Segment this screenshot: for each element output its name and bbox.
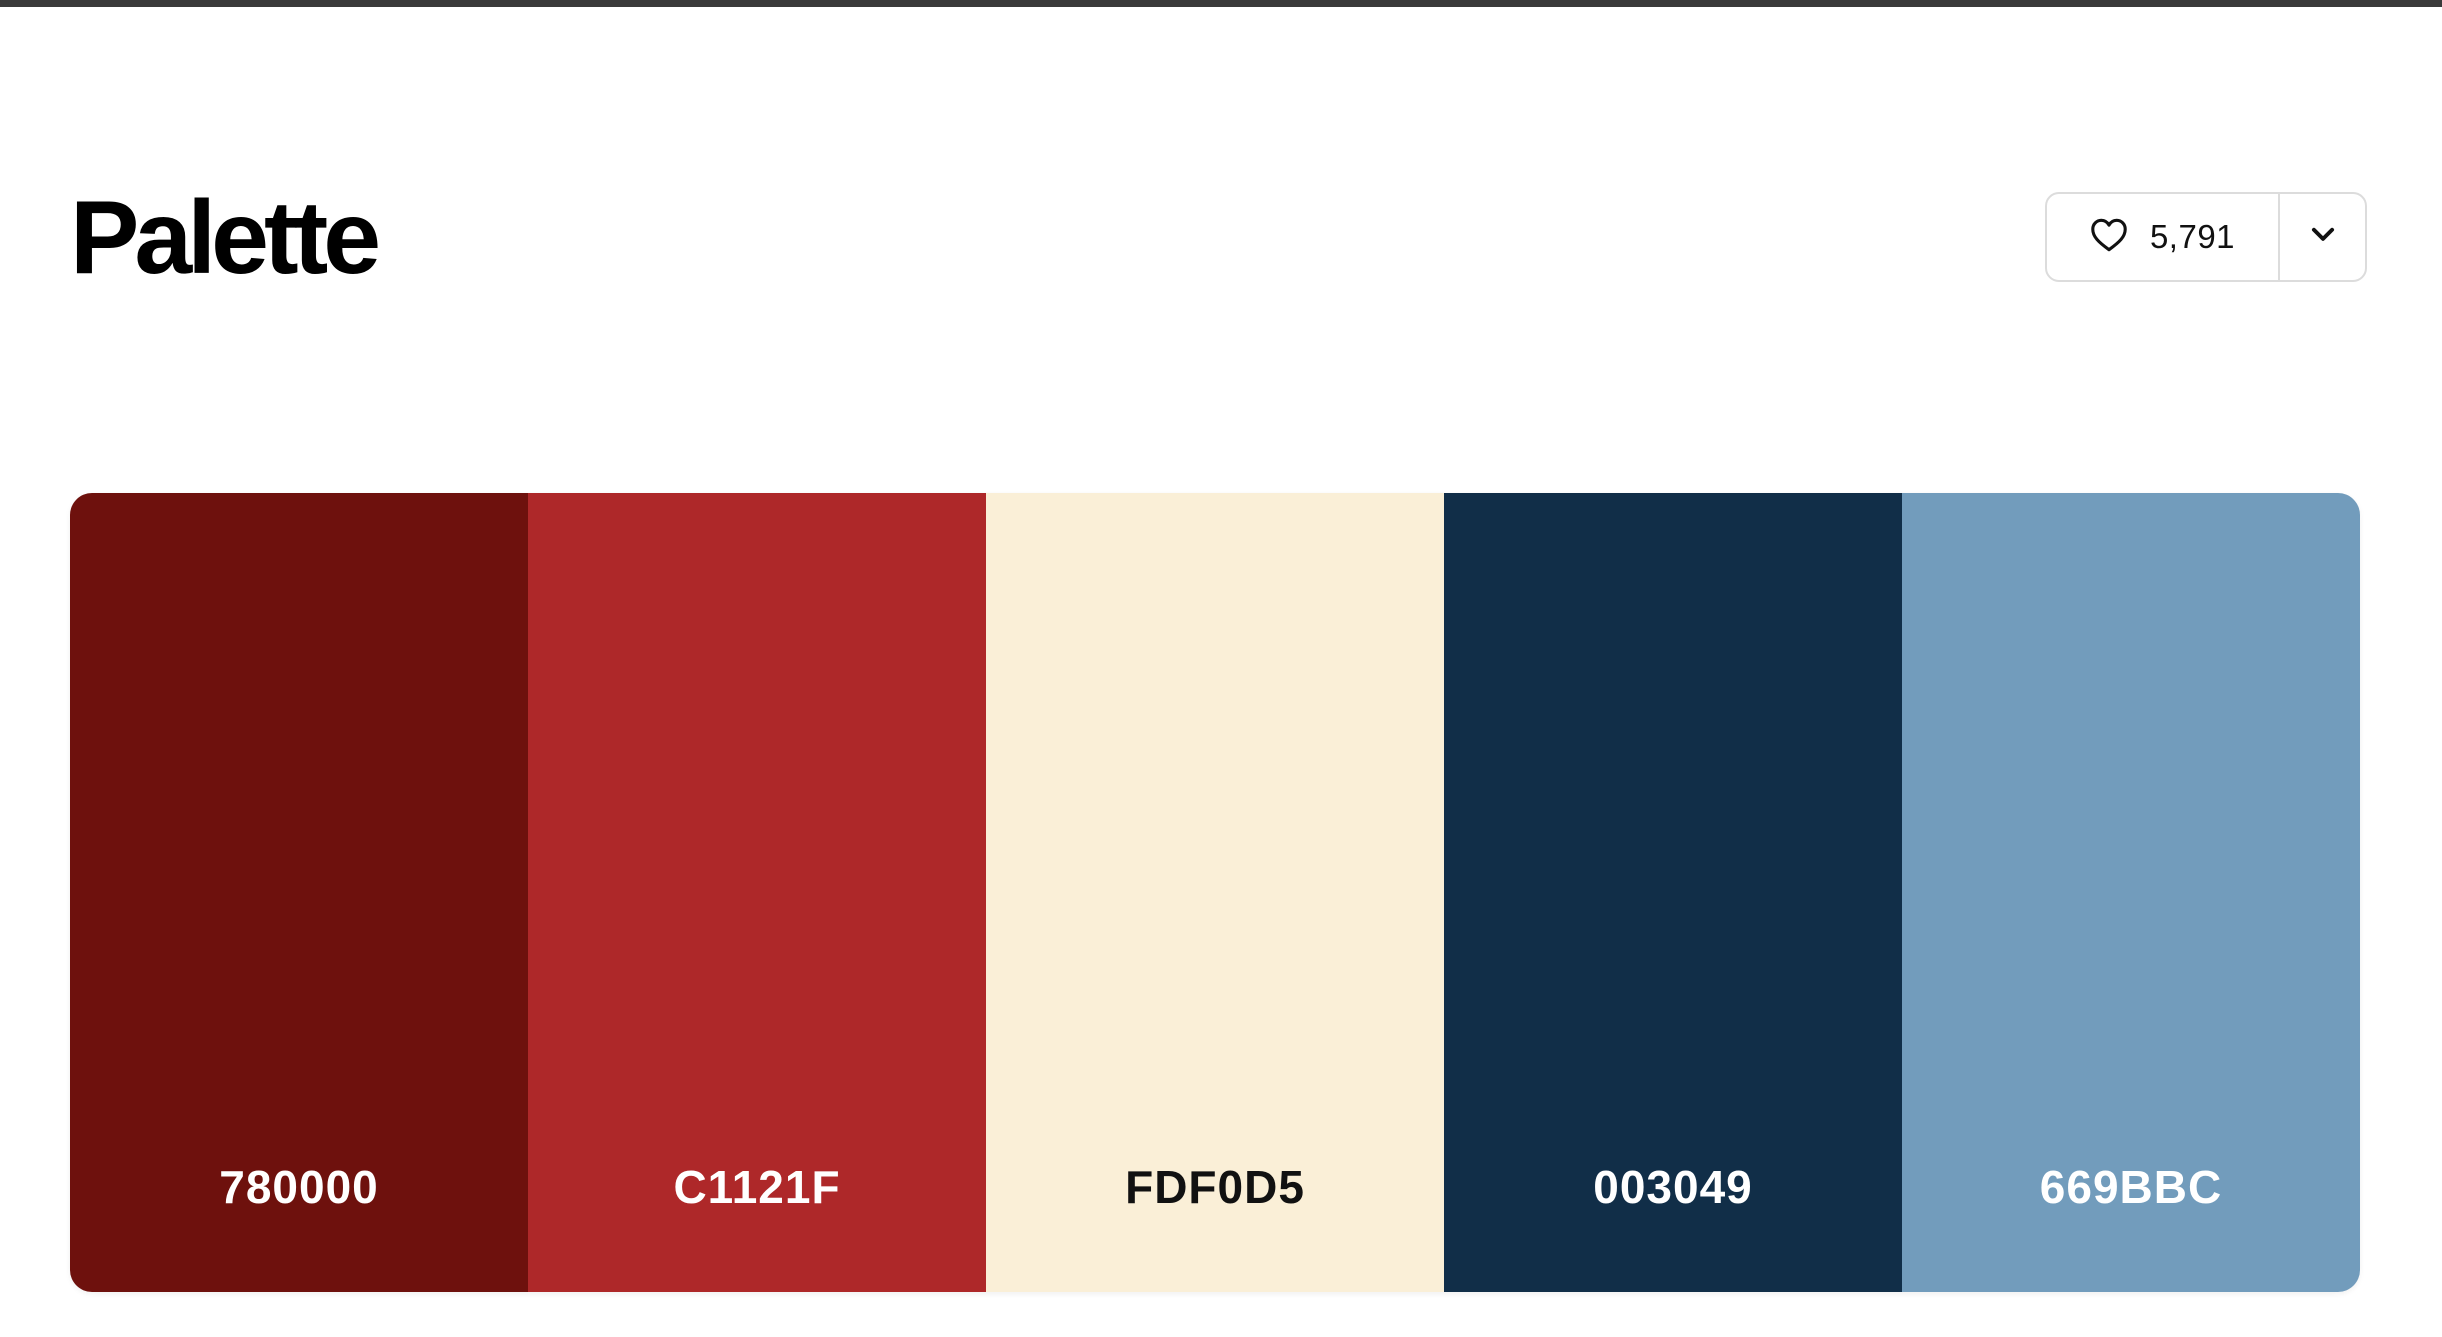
color-hex-label: C1121F bbox=[673, 1161, 841, 1213]
color-hex-label: 003049 bbox=[1593, 1161, 1753, 1213]
page-title: Palette bbox=[70, 180, 381, 296]
color-hex-label: FDF0D5 bbox=[1125, 1161, 1305, 1213]
color-hex-label: 669BBC bbox=[2039, 1161, 2223, 1213]
heart-icon bbox=[2090, 218, 2128, 257]
color-hex-label: 780000 bbox=[219, 1161, 379, 1213]
like-button[interactable]: 5,791 bbox=[2047, 194, 2280, 280]
color-swatch[interactable]: FDF0D5 bbox=[986, 493, 1444, 1292]
like-button-group: 5,791 bbox=[2045, 192, 2367, 282]
window-top-border bbox=[0, 0, 2442, 7]
more-options-button[interactable] bbox=[2280, 194, 2365, 280]
color-swatch[interactable]: 780000 bbox=[70, 493, 528, 1292]
chevron-down-icon bbox=[2310, 227, 2336, 248]
color-swatch[interactable]: 003049 bbox=[1444, 493, 1902, 1292]
palette-strip: 780000 C1121F FDF0D5 003049 669BBC bbox=[70, 493, 2360, 1292]
color-swatch[interactable]: C1121F bbox=[528, 493, 986, 1292]
color-swatch[interactable]: 669BBC bbox=[1902, 493, 2360, 1292]
like-count: 5,791 bbox=[2149, 218, 2236, 255]
